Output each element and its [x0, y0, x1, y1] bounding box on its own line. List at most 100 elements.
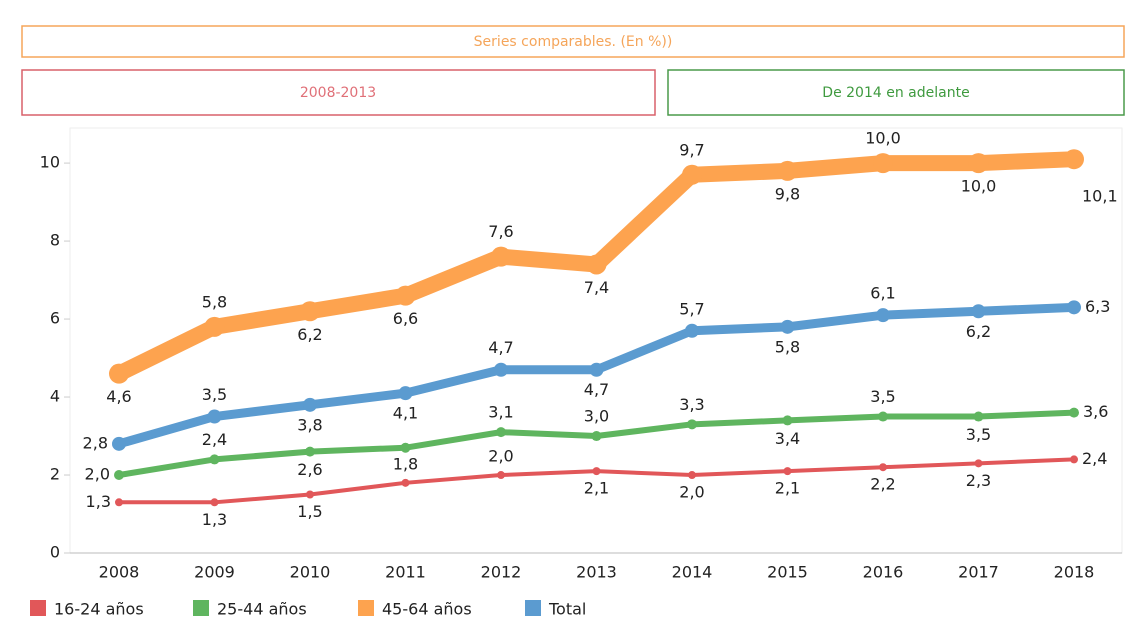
y-tick-label: 2: [50, 465, 60, 484]
y-tick-label: 4: [50, 387, 60, 406]
x-tick-label: 2016: [863, 563, 904, 582]
point: [1064, 149, 1084, 170]
point: [209, 454, 220, 465]
value-label: 4,7: [584, 380, 609, 399]
point: [109, 363, 129, 384]
point: [112, 436, 126, 451]
point: [398, 386, 413, 401]
x-tick-label: 2011: [385, 563, 426, 582]
value-label: 3,6: [1083, 402, 1108, 421]
value-label: 2,0: [85, 465, 110, 484]
y-tick-label: 8: [50, 231, 60, 250]
value-label: 10,0: [865, 129, 901, 148]
x-tick-label: 2015: [767, 563, 808, 582]
value-label: 6,3: [1085, 297, 1110, 316]
point: [497, 471, 505, 480]
value-label: 3,4: [775, 429, 800, 448]
value-label: 1,3: [202, 510, 227, 529]
point: [973, 411, 984, 422]
value-label: 4,1: [393, 404, 418, 423]
value-label: 3,5: [870, 387, 895, 406]
value-label: 2,2: [870, 475, 895, 494]
point: [782, 415, 793, 426]
right-box: [667, 69, 1125, 116]
value-label: 6,1: [870, 284, 895, 303]
x-tick-label: 2010: [290, 563, 331, 582]
point: [496, 427, 506, 438]
point: [688, 471, 696, 480]
value-label: 3,5: [966, 425, 991, 444]
value-label: 3,1: [488, 403, 513, 422]
value-label: 2,4: [1082, 449, 1107, 468]
value-label: 2,3: [966, 471, 991, 490]
value-label: 2,1: [775, 479, 800, 498]
value-label: 2,4: [202, 430, 227, 449]
y-tick-label: 0: [50, 543, 60, 562]
point: [1067, 300, 1081, 315]
value-label: 1,5: [297, 502, 322, 521]
point: [974, 459, 983, 468]
value-label: 2,0: [488, 447, 513, 466]
x-tick-label: 2009: [194, 563, 235, 582]
legend-swatch: [358, 600, 374, 616]
value-label: 3,0: [584, 407, 609, 426]
value-label: 7,4: [584, 278, 609, 297]
point: [586, 254, 607, 275]
value-label: 6,2: [297, 325, 322, 344]
point: [300, 301, 320, 322]
point: [878, 411, 888, 422]
x-tick-label: 2012: [481, 563, 522, 582]
point: [685, 323, 699, 338]
legend-swatch: [525, 600, 541, 616]
value-label: 9,8: [775, 184, 800, 203]
value-label: 6,2: [966, 322, 991, 341]
point: [115, 498, 123, 507]
value-label: 2,1: [584, 479, 609, 498]
value-label: 4,7: [488, 338, 513, 357]
left-header: 2008-2013: [300, 85, 376, 101]
point: [971, 304, 986, 319]
value-label: 2,0: [679, 483, 704, 502]
value-label: 2,6: [297, 460, 322, 479]
x-tick-label: 2017: [958, 563, 999, 582]
point: [204, 316, 225, 337]
point: [780, 319, 795, 334]
point: [1070, 455, 1078, 464]
x-tick-label: 2014: [672, 563, 713, 582]
value-label: 1,8: [393, 454, 418, 473]
value-label: 5,8: [202, 292, 227, 311]
point: [305, 446, 315, 457]
point: [401, 478, 410, 487]
legend-label: 45-64 años: [382, 600, 472, 619]
x-tick-label: 2008: [99, 563, 140, 582]
legend-label: Total: [548, 600, 586, 619]
legend-swatch: [193, 600, 209, 616]
point: [879, 463, 887, 472]
point: [873, 153, 893, 174]
point: [207, 409, 222, 424]
point: [210, 498, 219, 507]
legend-swatch: [30, 600, 46, 616]
point: [589, 362, 604, 377]
point: [876, 308, 890, 323]
point: [494, 362, 508, 377]
x-tick-label: 2018: [1054, 563, 1095, 582]
y-tick-label: 6: [50, 309, 60, 328]
value-label: 7,6: [488, 222, 513, 241]
legend-label: 16-24 años: [54, 600, 144, 619]
point: [591, 431, 602, 442]
point: [491, 246, 511, 267]
value-label: 5,7: [679, 299, 704, 318]
point: [687, 419, 697, 430]
right-header: De 2014 en adelante: [822, 85, 969, 101]
point: [395, 285, 416, 306]
point: [682, 164, 702, 185]
value-label: 10,0: [961, 177, 997, 196]
value-label: 2,8: [83, 433, 108, 452]
point: [968, 153, 989, 174]
legend-label: 25-44 años: [217, 600, 307, 619]
x-tick-label: 2013: [576, 563, 617, 582]
value-label: 3,3: [679, 395, 704, 414]
value-label: 6,6: [393, 309, 418, 328]
